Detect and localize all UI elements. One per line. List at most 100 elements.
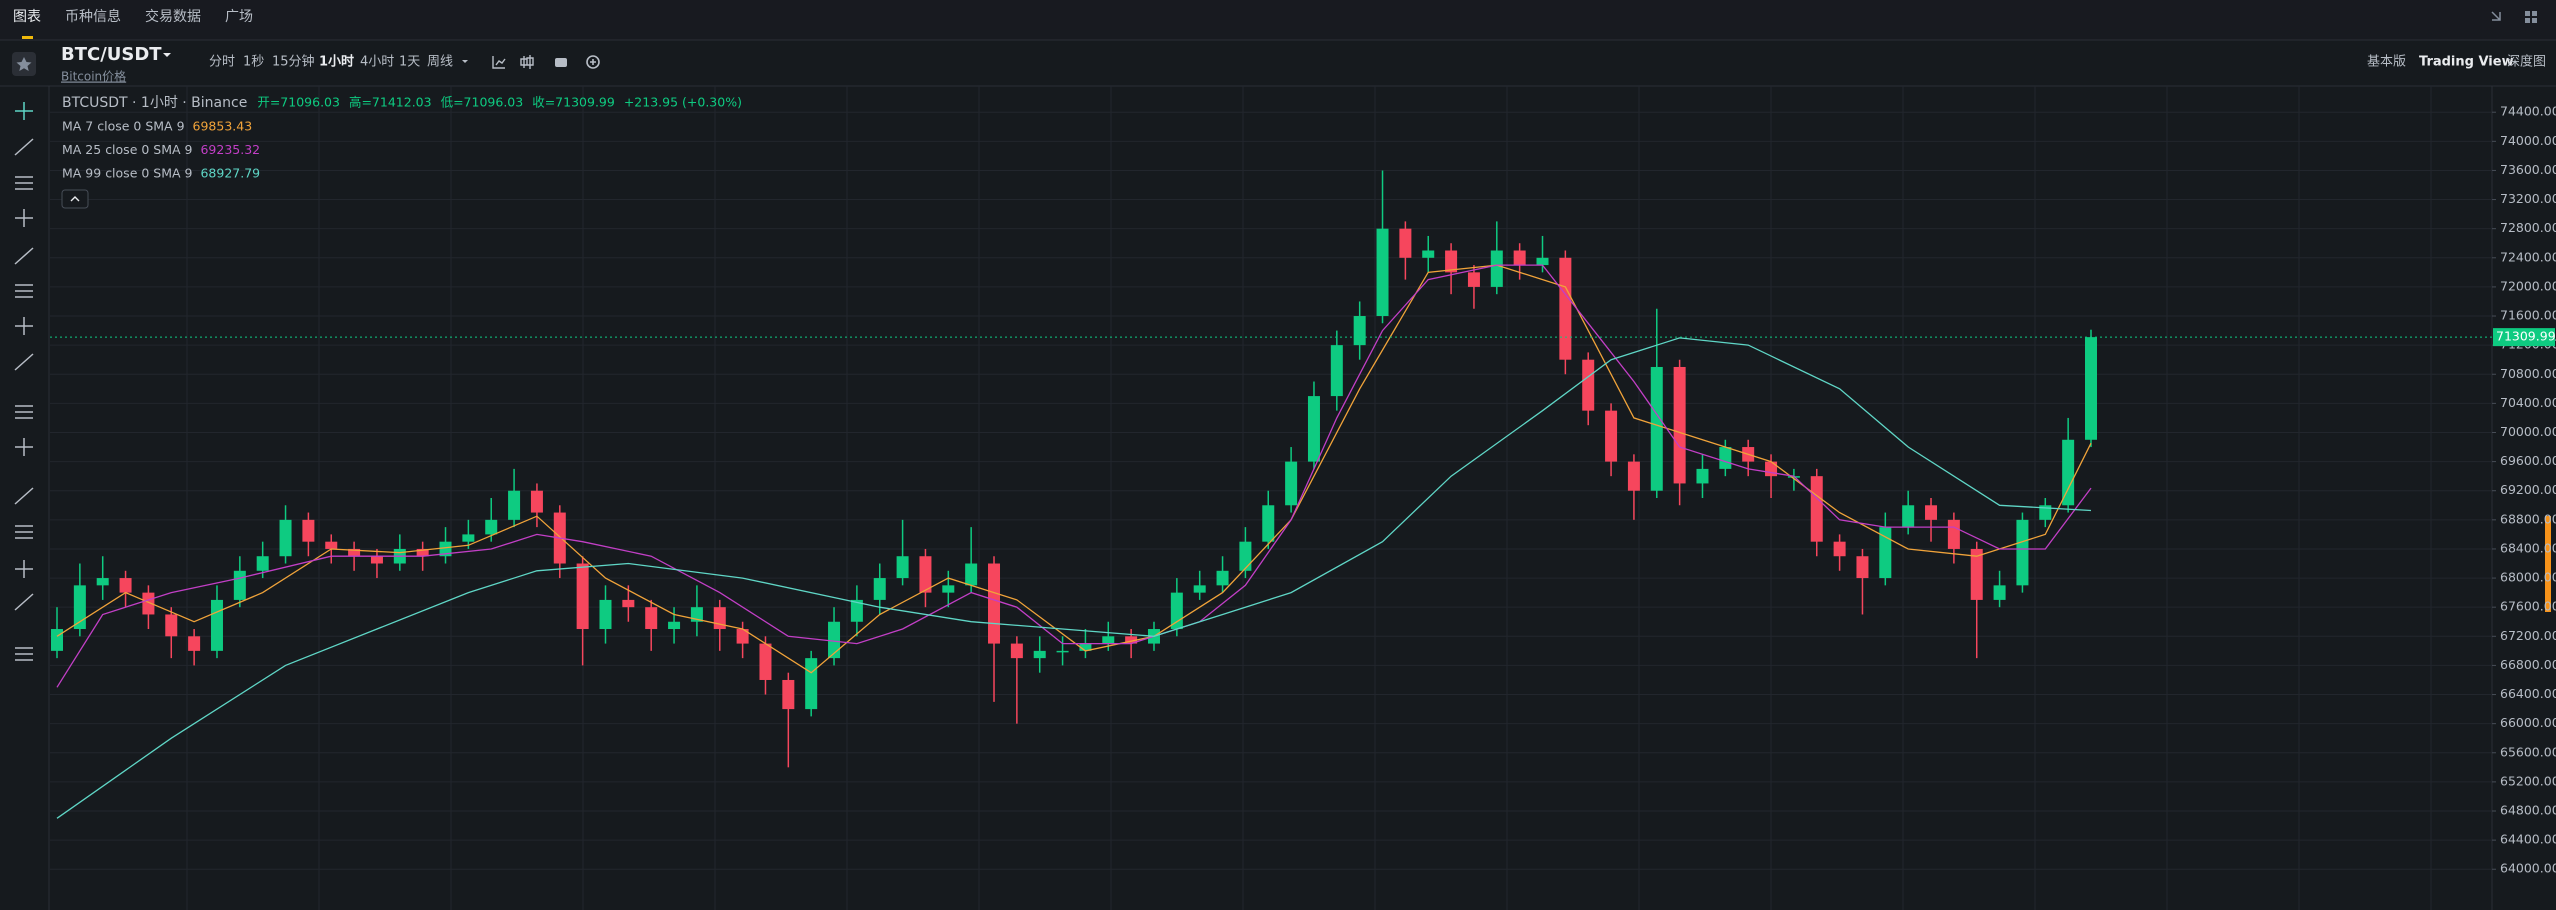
- drawing-tool-icon[interactable]: [14, 138, 34, 156]
- candle-body: [1330, 345, 1343, 397]
- last-price-label: 71309.99: [2496, 329, 2556, 344]
- drawing-tool-icon[interactable]: [15, 405, 33, 419]
- candle-body: [96, 578, 109, 586]
- candle-body: [942, 585, 955, 593]
- candle-body: [1833, 541, 1846, 557]
- collapse-icon[interactable]: [2491, 11, 2501, 21]
- candle-body: [51, 629, 63, 651]
- symbol-pair[interactable]: BTC/USDT: [61, 44, 162, 65]
- drawing-tool-icon[interactable]: [14, 247, 34, 265]
- drawing-tool-icon[interactable]: [15, 647, 33, 661]
- legend-value: 69853.43: [193, 119, 253, 134]
- view-button[interactable]: 深度图: [2507, 54, 2546, 70]
- candle-body: [233, 570, 246, 600]
- interval-button[interactable]: 1秒: [243, 55, 264, 70]
- candle-body: [1445, 250, 1458, 273]
- candle-body: [1262, 505, 1275, 542]
- interval-button[interactable]: 1小时: [319, 54, 354, 70]
- candle-body: [1902, 505, 1915, 528]
- candle-body: [1810, 476, 1823, 542]
- nav-tab[interactable]: 图表: [13, 9, 41, 25]
- candle-body: [576, 563, 589, 630]
- candle-body: [965, 563, 978, 586]
- y-tick-label: 73600.00: [2500, 162, 2556, 177]
- candle-body: [1102, 636, 1115, 644]
- legend-collapse[interactable]: [61, 189, 89, 209]
- candle-body: [828, 621, 841, 659]
- interval-button[interactable]: 15分钟: [272, 54, 315, 70]
- y-tick-label: 67200.00: [2500, 628, 2556, 643]
- drawing-tool-icon[interactable]: [15, 560, 33, 578]
- candle-body: [1170, 592, 1183, 630]
- active-tab-indicator: [22, 36, 33, 39]
- y-tick-label: 74000.00: [2500, 133, 2556, 148]
- candle-body: [1719, 447, 1732, 469]
- top-bar: [0, 0, 2556, 40]
- ohlc-value: +213.95 (+0.30%): [624, 95, 742, 110]
- interval-button[interactable]: 周线: [427, 55, 453, 70]
- dropdown-arrow[interactable]: [163, 53, 171, 57]
- y-tick-label: 64000.00: [2500, 861, 2556, 876]
- candle-body: [2039, 505, 2052, 520]
- drawing-tool-icon[interactable]: [15, 525, 33, 539]
- candle-body: [1467, 272, 1480, 287]
- scrollbar[interactable]: [2545, 516, 2551, 612]
- candle-body: [622, 599, 635, 608]
- nav-tab[interactable]: 广场: [225, 9, 253, 25]
- drawing-tool-icon[interactable]: [14, 487, 34, 505]
- symbol-subtitle[interactable]: Bitcoin价格: [61, 69, 126, 84]
- interval-button[interactable]: 4小时: [360, 55, 394, 70]
- chart-title: BTCUSDT · 1小时 · Binance: [62, 95, 247, 111]
- interval-button[interactable]: 分时: [209, 55, 235, 70]
- y-tick-label: 68400.00: [2500, 540, 2556, 555]
- collapse-arrow: [70, 196, 80, 202]
- drawing-tool-icon[interactable]: [15, 176, 33, 190]
- grid-icon[interactable]: [2532, 11, 2537, 16]
- camera-icon[interactable]: [555, 58, 567, 67]
- ohlc-value: 低=71096.03: [441, 95, 524, 110]
- legend-name: MA 7 close 0 SMA 9: [62, 119, 185, 134]
- interval-button[interactable]: 1天: [399, 55, 420, 70]
- drawing-tool-icon[interactable]: [15, 284, 33, 298]
- candle-body: [439, 541, 452, 557]
- drawing-tool-icon[interactable]: [15, 317, 33, 335]
- candle-body: [165, 614, 178, 637]
- y-tick-label: 73200.00: [2500, 191, 2556, 206]
- y-tick-label: 69200.00: [2500, 482, 2556, 497]
- grid-icon[interactable]: [2525, 11, 2530, 16]
- window-icons[interactable]: [2491, 11, 2537, 23]
- candle-body: [119, 578, 132, 593]
- candle-body: [988, 563, 1001, 644]
- candle-body: [599, 599, 612, 630]
- candle-type-icon[interactable]: [520, 55, 534, 69]
- candle-body: [2062, 439, 2075, 506]
- candle-body: [1605, 410, 1618, 462]
- y-tick-label: 72800.00: [2500, 220, 2556, 235]
- drawing-tool-icon[interactable]: [15, 209, 33, 227]
- candle-body: [1376, 228, 1389, 317]
- grid-icon[interactable]: [2525, 18, 2530, 23]
- candle-body: [188, 636, 201, 651]
- y-tick-label: 68000.00: [2500, 570, 2556, 585]
- nav-tab[interactable]: 币种信息: [65, 8, 121, 25]
- drawing-tool-icon[interactable]: [14, 353, 34, 371]
- drawing-tool-icon[interactable]: [14, 593, 34, 611]
- candle-body: [1216, 570, 1229, 586]
- candle-body: [73, 585, 86, 630]
- drawing-tool-icon[interactable]: [15, 102, 33, 120]
- view-button[interactable]: 基本版: [2367, 55, 2406, 70]
- legend-value: 69235.32: [200, 142, 260, 157]
- grid-icon[interactable]: [2532, 18, 2537, 23]
- y-tick-label: 74400.00: [2500, 104, 2556, 119]
- indicator-icon[interactable]: [492, 56, 506, 69]
- chart-tools[interactable]: [492, 55, 600, 69]
- nav-tab[interactable]: 交易数据: [145, 8, 201, 25]
- add-icon[interactable]: [586, 55, 600, 69]
- view-button[interactable]: Trading View: [2419, 55, 2514, 70]
- y-tick-label: 66000.00: [2500, 715, 2556, 730]
- drawing-tool-icon[interactable]: [15, 438, 33, 456]
- candle-body: [896, 556, 909, 579]
- candle-body: [919, 556, 932, 593]
- candle-body: [370, 556, 383, 564]
